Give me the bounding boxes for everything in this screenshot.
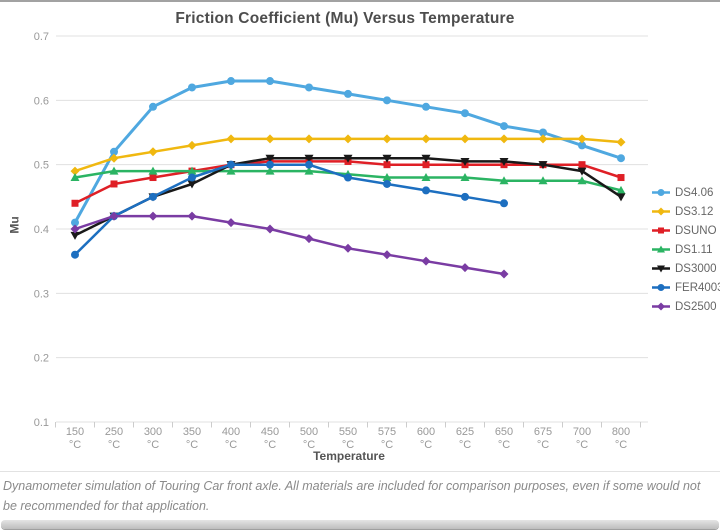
y-tick-label: 0.4 — [34, 224, 49, 236]
legend-item-FER4003[interactable]: FER4003 — [652, 281, 720, 294]
y-tick-label: 0.3 — [34, 288, 49, 300]
x-tick-label: 700 °C — [573, 426, 591, 451]
legend-label: FER4003 — [675, 281, 720, 294]
legend-item-DS2500[interactable]: DS2500 — [652, 300, 720, 313]
y-tick-label: 0.5 — [34, 160, 49, 172]
legend: DS4.06 DS3.12 DSUNO DS1.11 DS3000 FER4003 DS25… — [652, 186, 720, 313]
legend-item-DS4.06[interactable]: DS4.06 — [652, 186, 720, 199]
chart-title: Friction Coefficient (Mu) Versus Tempera… — [175, 10, 515, 27]
x-tick-label: 350 °C — [183, 426, 201, 451]
series-DS3.12 — [70, 134, 626, 176]
legend-label: DS3.12 — [675, 205, 714, 218]
x-tick-label: 250 °C — [105, 426, 123, 451]
y-axis-title: Mu — [7, 216, 22, 234]
legend-label: DS1.11 — [675, 243, 713, 256]
y-tick-label: 0.2 — [34, 353, 49, 365]
series-FER4003 — [71, 160, 508, 259]
y-tick-label: 0.6 — [34, 95, 49, 107]
legend-item-DS1.11[interactable]: DS1.11 — [652, 243, 720, 256]
triangle-down-series-marker-icon — [652, 265, 670, 273]
y-tick-label: 0.7 — [34, 31, 49, 43]
diamond-series-marker-icon — [652, 302, 670, 311]
triangle-up-series-marker-icon — [652, 245, 670, 253]
x-tick-label: 450 °C — [261, 426, 279, 451]
circle-series-marker-icon — [652, 189, 670, 196]
chart-caption: Dynamometer simulation of Touring Car fr… — [3, 479, 701, 513]
x-tick-label: 600 °C — [417, 426, 435, 451]
legend-item-DSUNO[interactable]: DSUNO — [652, 224, 720, 237]
bottom-scrollbar[interactable] — [1, 520, 719, 529]
chart-card: Friction Coefficient (Mu) Versus Tempera… — [0, 2, 720, 472]
legend-label: DS4.06 — [675, 186, 714, 199]
x-tick-label: 300 °C — [144, 426, 162, 451]
legend-item-DS3.12[interactable]: DS3.12 — [652, 205, 720, 218]
square-series-marker-icon — [652, 227, 670, 234]
series-DS4.06 — [71, 77, 625, 227]
x-tick-label: 575 °C — [378, 426, 396, 451]
circle-series-marker-icon — [652, 284, 670, 291]
x-tick-label: 650 °C — [495, 426, 513, 451]
series-DS2500 — [70, 211, 509, 279]
legend-label: DSUNO — [675, 224, 717, 237]
legend-label: DS2500 — [675, 300, 717, 313]
legend-label: DS3000 — [675, 262, 717, 275]
legend-item-DS3000[interactable]: DS3000 — [652, 262, 720, 275]
x-tick-label: 550 °C — [339, 426, 357, 451]
x-tick-label: 400 °C — [222, 426, 240, 451]
diamond-series-marker-icon — [652, 207, 670, 216]
x-axis-title: Temperature — [313, 449, 385, 463]
x-tick-label: 800 °C — [612, 426, 630, 451]
friction-chart-plot: 0.7 0.6 0.5 0.4 0.3 0.2 0.1 150 °C 250 °C 300 °C 350 °… — [34, 31, 648, 451]
x-tick-label: 150 °C — [66, 426, 84, 451]
y-tick-label: 0.1 — [34, 417, 49, 429]
x-tick-label: 625 °C — [456, 426, 474, 451]
x-tick-label: 675 °C — [534, 426, 552, 451]
x-tick-label: 500 °C — [300, 426, 318, 451]
